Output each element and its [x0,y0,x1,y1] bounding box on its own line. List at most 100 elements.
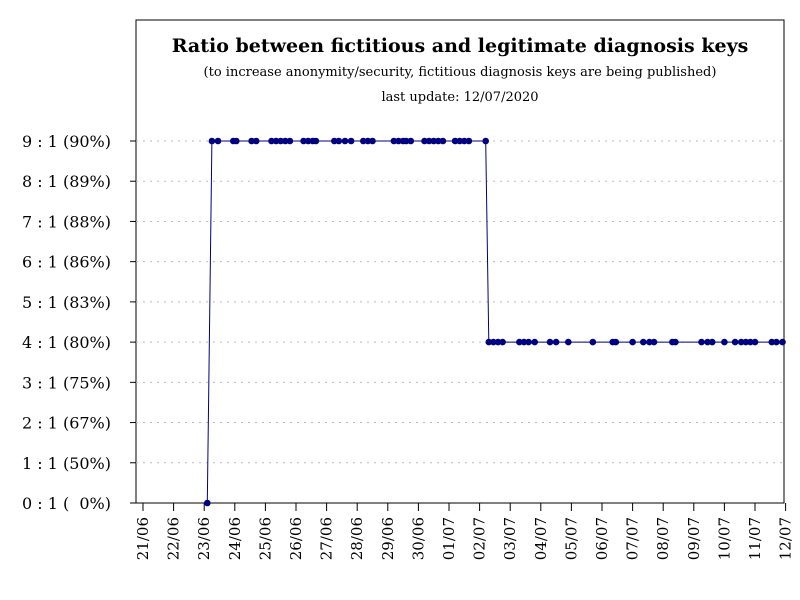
x-tick-label: 23/06 [195,517,213,560]
data-point [248,137,255,145]
data-point [430,137,438,145]
data-point [525,338,532,346]
data-point [650,338,658,346]
x-tick-label: 07/07 [624,517,642,560]
y-tick-label: 9 : 1 (90%) [22,132,111,151]
x-tick-label: 09/07 [685,517,703,560]
x-tick-label: 04/07 [532,517,550,560]
x-tick-label: 02/07 [471,517,489,560]
data-point [390,137,398,145]
data-point [737,338,745,346]
data-point [214,137,222,145]
data-point [546,338,554,346]
data-point-layer [204,137,786,507]
x-tick-label: 12/07 [777,517,795,560]
data-point [768,338,776,346]
y-tick-label: 0 : 1 ( 0%) [22,494,111,513]
data-point [208,137,216,145]
data-point [612,338,620,346]
data-point [402,137,410,145]
data-point [277,137,285,145]
data-point [646,338,653,346]
data-point [456,137,464,145]
data-point [499,338,506,346]
data-point [629,338,636,346]
x-tick-label: 30/06 [409,517,427,560]
x-tick-label: 05/07 [562,517,580,560]
data-point [704,338,711,346]
data-point [779,338,786,346]
data-point [312,137,320,145]
data-point [742,338,750,346]
y-tick-label: 2 : 1 (67%) [22,414,111,433]
data-point [341,137,349,145]
data-point [747,338,754,346]
x-tick-label: 27/06 [318,517,336,560]
data-point [482,137,490,145]
data-point [421,137,428,145]
y-tick-label: 7 : 1 (88%) [22,212,111,231]
x-tick-label: 22/06 [165,517,183,560]
data-point [369,137,376,145]
data-point [552,338,560,346]
y-tick-label: 8 : 1 (89%) [22,172,111,191]
data-point [589,338,597,346]
data-point [335,137,343,145]
x-tick-label: 10/07 [715,517,733,560]
data-point [531,338,538,346]
data-point [282,137,289,145]
x-tick-label: 01/07 [440,517,458,560]
y-tick-label: 4 : 1 (80%) [22,333,111,352]
data-point [407,137,415,145]
x-tick-label: 24/06 [226,517,244,560]
data-point [272,137,280,145]
x-tick-label: 21/06 [134,517,152,560]
data-point [252,137,260,145]
x-tick-label: 29/06 [379,517,397,560]
data-point [565,338,572,346]
data-point [640,338,647,346]
data-point [304,137,312,145]
data-point [435,137,442,145]
x-tick-label: 26/06 [287,517,305,560]
x-axis-ticks: 21/06 22/06 23/06 24/06 25/06 26/06 27/06 28/06… [134,503,795,560]
x-tick-label: 08/07 [654,517,672,560]
data-point [439,137,447,145]
data-point [520,338,528,346]
data-point [516,338,523,346]
data-point [364,137,372,145]
data-point [300,137,307,145]
y-tick-label: 3 : 1 (75%) [22,373,111,392]
data-point [773,338,780,346]
data-point [461,137,468,145]
data-point [465,137,473,145]
data-point [425,137,433,145]
chart-subtitle: (to increase anonymity/security, fictiti… [204,65,717,80]
data-point [233,137,240,145]
data-point [347,137,355,145]
data-point [751,338,759,346]
data-point [490,338,497,346]
data-point [494,338,502,346]
data-point [708,338,716,346]
data-point [731,338,739,346]
data-point [451,137,459,145]
data-point [721,338,728,346]
data-point [286,137,294,145]
chart-update-note: last update: 12/07/2020 [381,90,538,105]
x-tick-label: 25/06 [256,517,274,560]
y-axis-ticks: 0 : 1 ( 0%) 1 : 1 (50%) 2 : 1 (67%) 3 : 1 (… [22,132,136,513]
data-point [395,137,402,145]
x-tick-label: 28/06 [348,517,366,560]
data-point [268,137,275,145]
data-point [485,338,493,346]
x-tick-label: 06/07 [593,517,611,560]
data-point [360,137,367,145]
data-point [672,338,679,346]
chart-title: Ratio between fictitious and legitimate … [172,35,749,57]
y-tick-label: 5 : 1 (83%) [22,293,111,312]
x-tick-label: 11/07 [746,517,764,560]
y-tick-label: 1 : 1 (50%) [22,454,111,473]
data-point [204,499,211,507]
